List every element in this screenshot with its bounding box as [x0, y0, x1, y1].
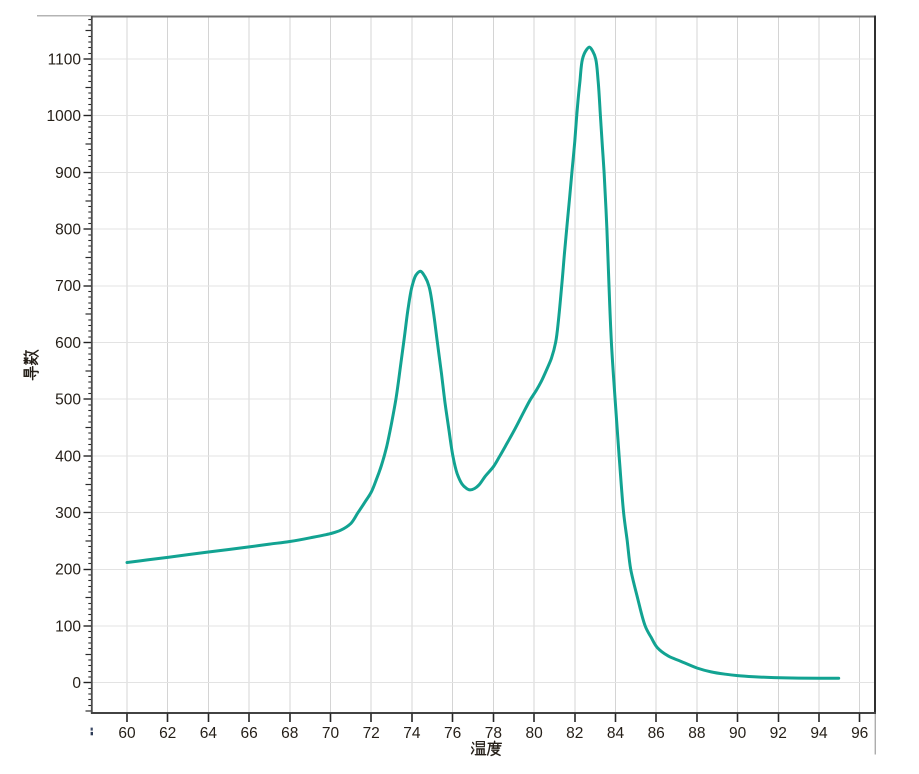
svg-text:100: 100: [55, 618, 81, 635]
svg-text:78: 78: [485, 725, 502, 742]
svg-text:800: 800: [55, 222, 81, 239]
svg-text:76: 76: [444, 725, 461, 742]
svg-text:82: 82: [566, 725, 583, 742]
svg-text:62: 62: [159, 725, 176, 742]
svg-text:200: 200: [55, 562, 81, 579]
svg-text:700: 700: [55, 278, 81, 295]
svg-text:64: 64: [200, 725, 218, 742]
svg-text:400: 400: [55, 448, 81, 465]
svg-text:88: 88: [688, 725, 705, 742]
svg-text:60: 60: [118, 725, 136, 742]
svg-text:84: 84: [607, 725, 625, 742]
svg-text:66: 66: [240, 725, 257, 742]
svg-text:68: 68: [281, 725, 298, 742]
svg-text:92: 92: [770, 725, 787, 742]
svg-text:72: 72: [363, 725, 380, 742]
svg-text:1100: 1100: [48, 51, 82, 68]
svg-text:70: 70: [322, 725, 340, 742]
svg-text:1000: 1000: [47, 108, 82, 125]
svg-text:500: 500: [55, 392, 81, 409]
svg-text:90: 90: [729, 725, 747, 742]
svg-text:94: 94: [810, 725, 828, 742]
svg-text:300: 300: [55, 505, 81, 522]
svg-text:80: 80: [525, 725, 543, 742]
svg-text:0: 0: [72, 675, 81, 692]
svg-text:74: 74: [403, 725, 421, 742]
svg-text:86: 86: [648, 725, 665, 742]
svg-text:900: 900: [55, 165, 81, 182]
svg-text:600: 600: [55, 335, 81, 352]
svg-text:96: 96: [851, 725, 868, 742]
